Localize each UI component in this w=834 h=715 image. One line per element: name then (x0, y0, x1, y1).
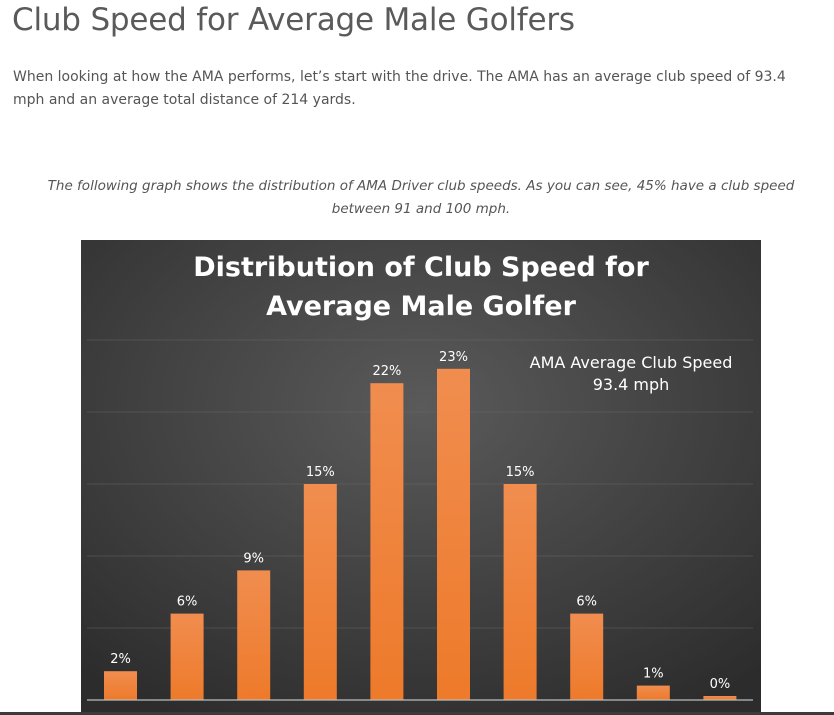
bar-label-9: 0% (710, 677, 731, 692)
chart-bars (104, 368, 737, 700)
bar-label-4: 22% (372, 364, 401, 379)
bar-9 (703, 696, 737, 700)
bar-6 (503, 484, 537, 700)
chart-annotation-line-2: 93.4 mph (593, 375, 670, 394)
bar-2 (237, 570, 271, 700)
bar-label-8: 1% (643, 667, 664, 682)
bar-label-5: 23% (439, 350, 468, 365)
page-bottom-border (0, 712, 834, 715)
bar-label-7: 6% (576, 595, 597, 610)
figure-caption: The following graph shows the distributi… (47, 178, 795, 217)
bar-8 (636, 685, 670, 700)
bar-4 (370, 383, 404, 700)
chart-title-line-1: Distribution of Club Speed for (193, 252, 649, 283)
chart-annotation-line-1: AMA Average Club Speed (530, 353, 733, 372)
bar-label-1: 6% (177, 595, 198, 610)
bar-label-6: 15% (506, 465, 535, 480)
bar-label-0: 2% (110, 652, 131, 667)
bar-5 (437, 368, 470, 700)
chart-data-labels: 2% 6% 9% 15% 22% 23% 15% 6% 1% 0% (110, 350, 730, 692)
chart-title-line-2: Average Male Golfer (266, 291, 576, 322)
intro-paragraph: When looking at how the AMA performs, le… (13, 69, 786, 108)
club-speed-distribution-chart: Distribution of Club Speed for Average M… (81, 240, 761, 715)
bar-label-2: 9% (243, 551, 264, 566)
bar-1 (170, 613, 204, 700)
bar-3 (303, 484, 337, 700)
bar-7 (570, 613, 604, 700)
bar-label-3: 15% (306, 465, 335, 480)
bar-0 (104, 671, 137, 700)
page-title: Club Speed for Average Male Golfers (12, 2, 575, 38)
chart-image: Distribution of Club Speed for Average M… (81, 240, 761, 715)
